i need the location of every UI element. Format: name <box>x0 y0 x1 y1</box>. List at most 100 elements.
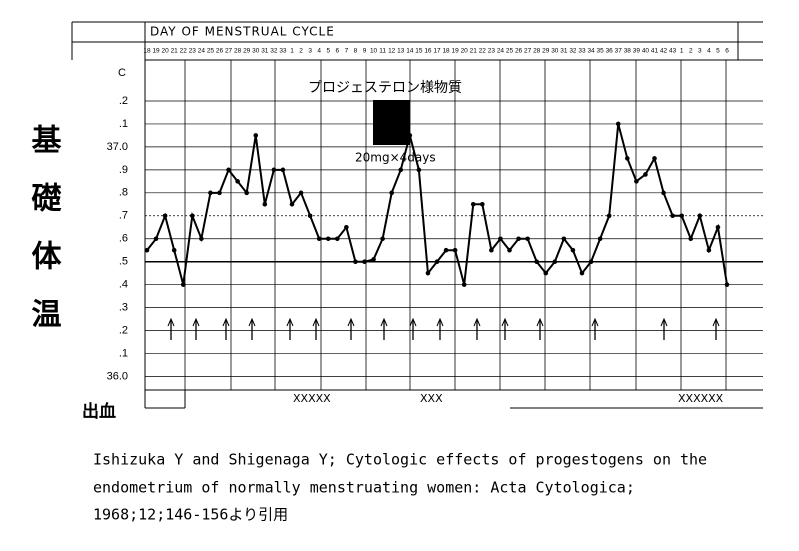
data-point <box>226 167 231 173</box>
x-tick-label: 6 <box>725 48 729 55</box>
x-tick-label: 24 <box>198 48 206 55</box>
arrow-head <box>536 317 544 327</box>
data-point <box>162 213 168 219</box>
data-point <box>344 224 349 230</box>
chart-frame <box>71 21 763 409</box>
x-tick-label: 15 <box>415 48 423 55</box>
arrow-head <box>248 317 256 327</box>
x-tick-label: 23 <box>488 48 496 55</box>
x-tick-label: 14 <box>406 48 414 55</box>
x-tick-label: 27 <box>225 48 233 55</box>
arrow-head <box>501 317 509 327</box>
data-point <box>489 247 494 253</box>
data-point <box>208 190 213 196</box>
arrow-head <box>347 317 355 327</box>
citation: Ishizuka Y and Shigenaga Y; Cytologic ef… <box>93 451 707 469</box>
x-tick-label: 43 <box>669 48 677 55</box>
data-point <box>643 172 648 177</box>
x-tick-label: 41 <box>651 48 659 55</box>
bleeding-mark: XXXXXX <box>678 392 724 405</box>
data-point <box>470 201 476 207</box>
x-tick-label: 5 <box>716 48 720 55</box>
x-tick-label: 20 <box>162 48 170 55</box>
arrow-head <box>312 317 320 327</box>
y-tick-label: .4 <box>119 279 128 291</box>
data-point <box>670 213 675 219</box>
x-tick-label: 39 <box>633 48 641 55</box>
data-point <box>688 236 694 242</box>
x-tick-label: 9 <box>363 48 367 55</box>
x-tick-label: 31 <box>560 48 568 55</box>
x-tick-label: 32 <box>270 48 278 55</box>
data-point <box>335 236 340 242</box>
data-point <box>362 259 367 265</box>
x-tick-label: 29 <box>542 48 550 55</box>
x-tick-label: 21 <box>470 48 478 55</box>
data-point <box>199 236 204 242</box>
data-point <box>153 236 159 242</box>
data-point <box>171 247 177 253</box>
x-tick-label: 40 <box>642 48 650 55</box>
data-point <box>452 247 458 253</box>
data-point <box>652 156 657 161</box>
x-tick-label: 35 <box>597 48 605 55</box>
x-tick-label: 20 <box>461 48 469 55</box>
data-point <box>244 190 249 196</box>
data-point <box>579 270 585 276</box>
x-tick-label: 18 <box>143 48 151 55</box>
x-tick-label: 24 <box>497 48 505 55</box>
data-point <box>498 236 503 242</box>
progesterone-block <box>373 100 410 145</box>
x-tick-label: 5 <box>326 48 330 55</box>
data-point <box>425 270 431 276</box>
data-point <box>615 121 621 127</box>
x-tick-label: 42 <box>660 48 668 55</box>
x-tick-label: 34 <box>587 48 595 55</box>
data-point <box>443 247 449 253</box>
y-axis-label: 基礎体温 <box>26 124 62 356</box>
data-point <box>144 247 150 253</box>
arrow-head <box>473 317 481 327</box>
y-tick-label: .1 <box>119 118 128 130</box>
data-point <box>398 167 404 173</box>
y-tick-label: .2 <box>119 324 128 336</box>
data-point <box>570 247 576 253</box>
y-tick-label: 37.0 <box>107 141 128 153</box>
x-tick-label: 21 <box>171 48 179 55</box>
arrow-head <box>409 317 417 327</box>
data-point <box>280 167 286 173</box>
annotation: プロジェステロン様物質 <box>308 80 462 96</box>
x-tick-label: 22 <box>180 48 188 55</box>
x-tick-label: 25 <box>207 48 215 55</box>
data-point <box>661 190 666 196</box>
arrow-head <box>286 317 294 327</box>
unit-label: C <box>118 67 126 79</box>
y-tick-label: .9 <box>119 164 128 176</box>
x-tick-label: 3 <box>698 48 702 55</box>
data-point <box>316 236 322 242</box>
arrow-head <box>660 317 668 327</box>
x-tick-label: 19 <box>452 48 460 55</box>
x-tick-label: 30 <box>252 48 260 55</box>
x-tick-label: 25 <box>506 48 514 55</box>
data-point <box>434 259 440 265</box>
x-tick-label: 7 <box>345 48 349 55</box>
arrow-head <box>712 317 720 327</box>
arrow-head <box>591 317 599 327</box>
data-point <box>289 201 295 207</box>
data-point <box>634 179 639 184</box>
citation: endometrium of normally menstruating wom… <box>93 479 635 497</box>
y-tick-label: .2 <box>119 95 128 107</box>
data-point <box>416 167 422 173</box>
x-tick-label: 26 <box>216 48 224 55</box>
x-tick-label: 18 <box>442 48 450 55</box>
data-point <box>534 259 539 265</box>
x-tick-label: 29 <box>243 48 251 55</box>
data-point <box>353 259 358 265</box>
x-tick-label: 4 <box>707 48 711 55</box>
data-point <box>253 133 259 138</box>
data-point <box>625 156 630 161</box>
data-point <box>715 224 721 230</box>
x-tick-label: 1 <box>290 48 294 55</box>
